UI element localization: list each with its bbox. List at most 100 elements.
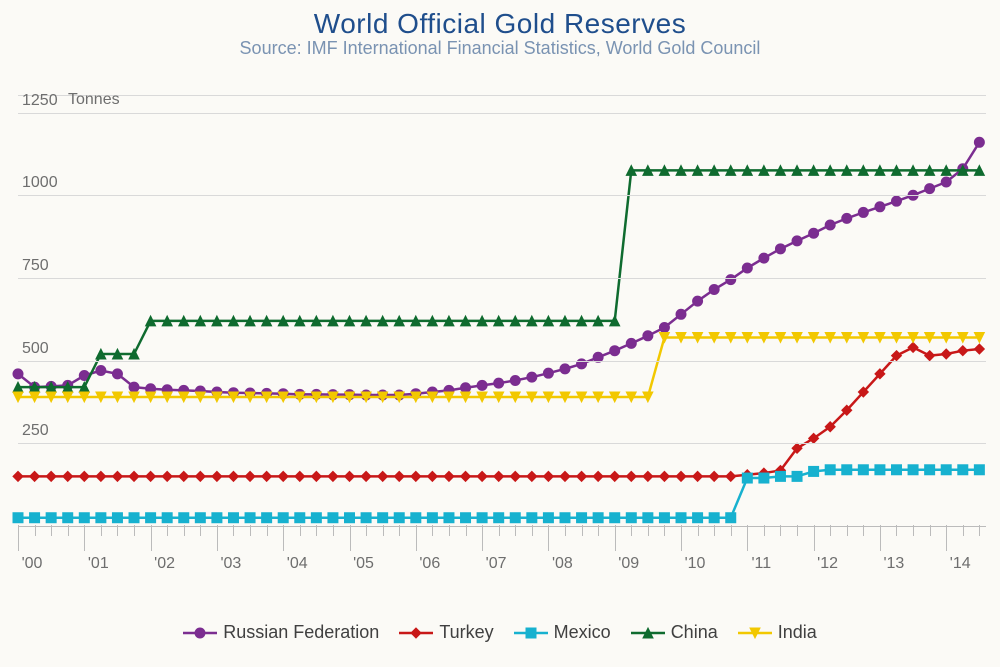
plot-area: 25050075010001250Tonnes — [18, 95, 986, 527]
legend-label: Mexico — [554, 622, 611, 643]
x-tick-minor — [68, 525, 69, 536]
x-tick-label: '07 — [486, 555, 507, 573]
x-tick-minor — [399, 525, 400, 536]
x-tick-major — [416, 525, 417, 551]
x-tick-minor — [117, 525, 118, 536]
x-tick-label: '06 — [419, 555, 440, 573]
x-tick-label: '08 — [552, 555, 573, 573]
x-tick-major — [350, 525, 351, 551]
x-tick-major — [482, 525, 483, 551]
grid-line — [18, 443, 986, 444]
legend-swatch-icon — [631, 626, 665, 640]
x-tick-minor — [930, 525, 931, 536]
x-tick-minor — [366, 525, 367, 536]
y-unit-label: Tonnes — [68, 91, 120, 109]
grid-line — [18, 195, 986, 196]
x-tick-major — [747, 525, 748, 551]
y-tick-label: 250 — [22, 422, 49, 440]
legend-item: India — [738, 622, 817, 643]
x-tick-minor — [731, 525, 732, 536]
x-tick-label: '14 — [950, 555, 971, 573]
x-tick-minor — [830, 525, 831, 536]
legend-item: China — [631, 622, 718, 643]
x-tick-minor — [51, 525, 52, 536]
x-tick-minor — [101, 525, 102, 536]
x-tick-minor — [250, 525, 251, 536]
legend-swatch-icon — [514, 626, 548, 640]
x-tick-minor — [449, 525, 450, 536]
legend-swatch-icon — [399, 626, 433, 640]
x-tick-label: '12 — [817, 555, 838, 573]
grid-line — [18, 278, 986, 279]
x-tick-minor — [267, 525, 268, 536]
grid-line — [18, 113, 986, 114]
x-tick-minor — [532, 525, 533, 536]
legend-label: China — [671, 622, 718, 643]
x-tick-major — [615, 525, 616, 551]
x-tick-minor — [979, 525, 980, 536]
x-tick-minor — [963, 525, 964, 536]
y-tick-label: 1250 — [22, 92, 58, 110]
x-tick-minor — [582, 525, 583, 536]
chart-subtitle: Source: IMF International Financial Stat… — [0, 38, 1000, 59]
series-turkey — [13, 342, 984, 481]
x-tick-label: '10 — [685, 555, 706, 573]
x-tick-minor — [466, 525, 467, 536]
x-tick-minor — [200, 525, 201, 536]
x-tick-label: '00 — [22, 555, 43, 573]
x-tick-minor — [432, 525, 433, 536]
x-axis: '00 '01 '02 '03 '04 '05 '06 '07 '08 '09 '10 '11 '12 '… — [18, 525, 986, 585]
x-tick-minor — [714, 525, 715, 536]
x-tick-minor — [913, 525, 914, 536]
x-tick-major — [548, 525, 549, 551]
legend-swatch-icon — [183, 626, 217, 640]
y-tick-label: 500 — [22, 340, 49, 358]
x-tick-minor — [515, 525, 516, 536]
x-tick-minor — [847, 525, 848, 536]
x-tick-major — [814, 525, 815, 551]
x-tick-label: '02 — [154, 555, 175, 573]
y-tick-label: 750 — [22, 257, 49, 275]
x-tick-minor — [184, 525, 185, 536]
x-tick-label: '09 — [618, 555, 639, 573]
x-tick-minor — [316, 525, 317, 536]
x-tick-minor — [35, 525, 36, 536]
x-tick-minor — [383, 525, 384, 536]
legend-label: Russian Federation — [223, 622, 379, 643]
x-tick-minor — [333, 525, 334, 536]
x-tick-minor — [896, 525, 897, 536]
x-tick-major — [217, 525, 218, 551]
x-tick-label: '03 — [220, 555, 241, 573]
series-india — [13, 332, 984, 402]
x-tick-major — [18, 525, 19, 551]
legend-label: Turkey — [439, 622, 493, 643]
legend-label: India — [778, 622, 817, 643]
x-tick-minor — [780, 525, 781, 536]
legend: Russian Federation Turkey Mexico China India — [0, 622, 1000, 645]
x-tick-minor — [598, 525, 599, 536]
x-tick-minor — [499, 525, 500, 536]
x-tick-minor — [863, 525, 864, 536]
x-tick-minor — [134, 525, 135, 536]
x-tick-minor — [764, 525, 765, 536]
legend-item: Russian Federation — [183, 622, 379, 643]
x-tick-minor — [648, 525, 649, 536]
chart-lines — [18, 96, 986, 526]
x-tick-label: '04 — [287, 555, 308, 573]
x-tick-label: '05 — [353, 555, 374, 573]
x-tick-label: '01 — [88, 555, 109, 573]
legend-item: Mexico — [514, 622, 611, 643]
legend-swatch-icon — [738, 626, 772, 640]
x-tick-minor — [565, 525, 566, 536]
chart-title: World Official Gold Reserves — [0, 0, 1000, 40]
x-tick-major — [283, 525, 284, 551]
chart-container: World Official Gold Reserves Source: IMF… — [0, 0, 1000, 667]
x-tick-label: '11 — [751, 555, 771, 573]
x-tick-minor — [698, 525, 699, 536]
x-tick-minor — [631, 525, 632, 536]
x-tick-major — [151, 525, 152, 551]
x-tick-minor — [233, 525, 234, 536]
x-tick-label: '13 — [883, 555, 904, 573]
legend-item: Turkey — [399, 622, 493, 643]
x-tick-major — [946, 525, 947, 551]
